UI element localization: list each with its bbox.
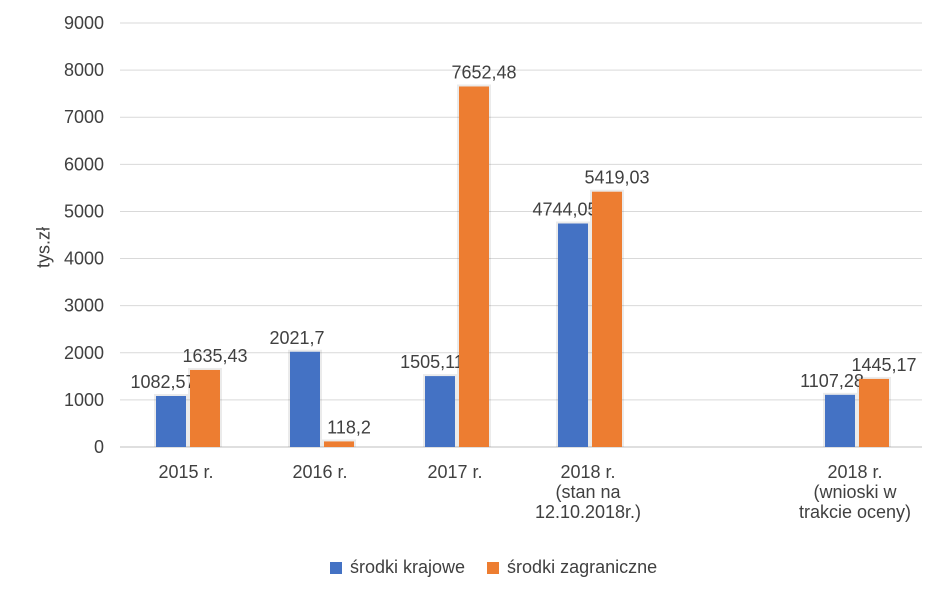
legend-label-zagraniczne: środki zagraniczne xyxy=(507,557,658,577)
bar-krajowe xyxy=(825,394,855,447)
y-axis-label: tys.zł xyxy=(33,227,54,269)
data-label: 5419,03 xyxy=(584,168,649,188)
y-tick-label: 0 xyxy=(94,437,104,457)
x-tick-label: trakcie oceny) xyxy=(799,502,911,522)
legend-item-zagraniczne: środki zagraniczne xyxy=(487,557,657,578)
x-tick-label: (wnioski w xyxy=(813,482,897,502)
bar-krajowe xyxy=(558,223,588,447)
legend: środki krajowe środki zagraniczne xyxy=(330,557,657,578)
y-tick-label: 2000 xyxy=(64,343,104,363)
data-label: 7652,48 xyxy=(451,62,516,82)
legend-swatch-zagraniczne xyxy=(487,561,500,574)
bar-zagraniczne xyxy=(859,378,889,447)
data-label: 1445,17 xyxy=(851,355,916,375)
legend-label-krajowe: środki krajowe xyxy=(350,557,466,577)
y-tick-label: 5000 xyxy=(64,201,104,221)
x-tick-label: 2017 r. xyxy=(427,462,482,482)
data-label: 1107,28 xyxy=(800,371,864,391)
y-tick-label: 9000 xyxy=(64,13,104,33)
bar-krajowe xyxy=(425,376,455,447)
x-tick-label: 2015 r. xyxy=(158,462,213,482)
bar-zagraniczne xyxy=(190,369,220,447)
y-tick-label: 7000 xyxy=(64,107,104,127)
bar-krajowe xyxy=(290,351,320,447)
data-label: 1505,11 xyxy=(400,352,464,372)
bar-zagraniczne xyxy=(592,191,622,447)
legend-swatch-krajowe xyxy=(330,561,342,574)
x-tick-label: (stan na xyxy=(555,482,621,502)
bar-zagraniczne xyxy=(459,86,489,448)
y-tick-label: 4000 xyxy=(64,249,104,269)
legend-item-krajowe: środki krajowe xyxy=(330,557,465,578)
data-label: 2021,7 xyxy=(269,328,324,348)
y-tick-label: 1000 xyxy=(64,390,104,410)
x-tick-label: 12.10.2018r.) xyxy=(535,502,641,522)
y-tick-label: 8000 xyxy=(64,60,104,80)
data-label: 4744,05 xyxy=(532,200,597,220)
x-tick-label: 2018 r. xyxy=(560,462,615,482)
data-label: 118,2 xyxy=(327,417,371,437)
y-tick-label: 6000 xyxy=(64,154,104,174)
data-label: 1082,57 xyxy=(130,372,195,392)
x-tick-label: 2016 r. xyxy=(292,462,347,482)
data-label: 1635,43 xyxy=(182,346,247,366)
x-tick-label: 2018 r. xyxy=(827,462,882,482)
bar-krajowe xyxy=(156,395,186,447)
bar-zagraniczne xyxy=(324,441,354,447)
y-tick-label: 3000 xyxy=(64,296,104,316)
